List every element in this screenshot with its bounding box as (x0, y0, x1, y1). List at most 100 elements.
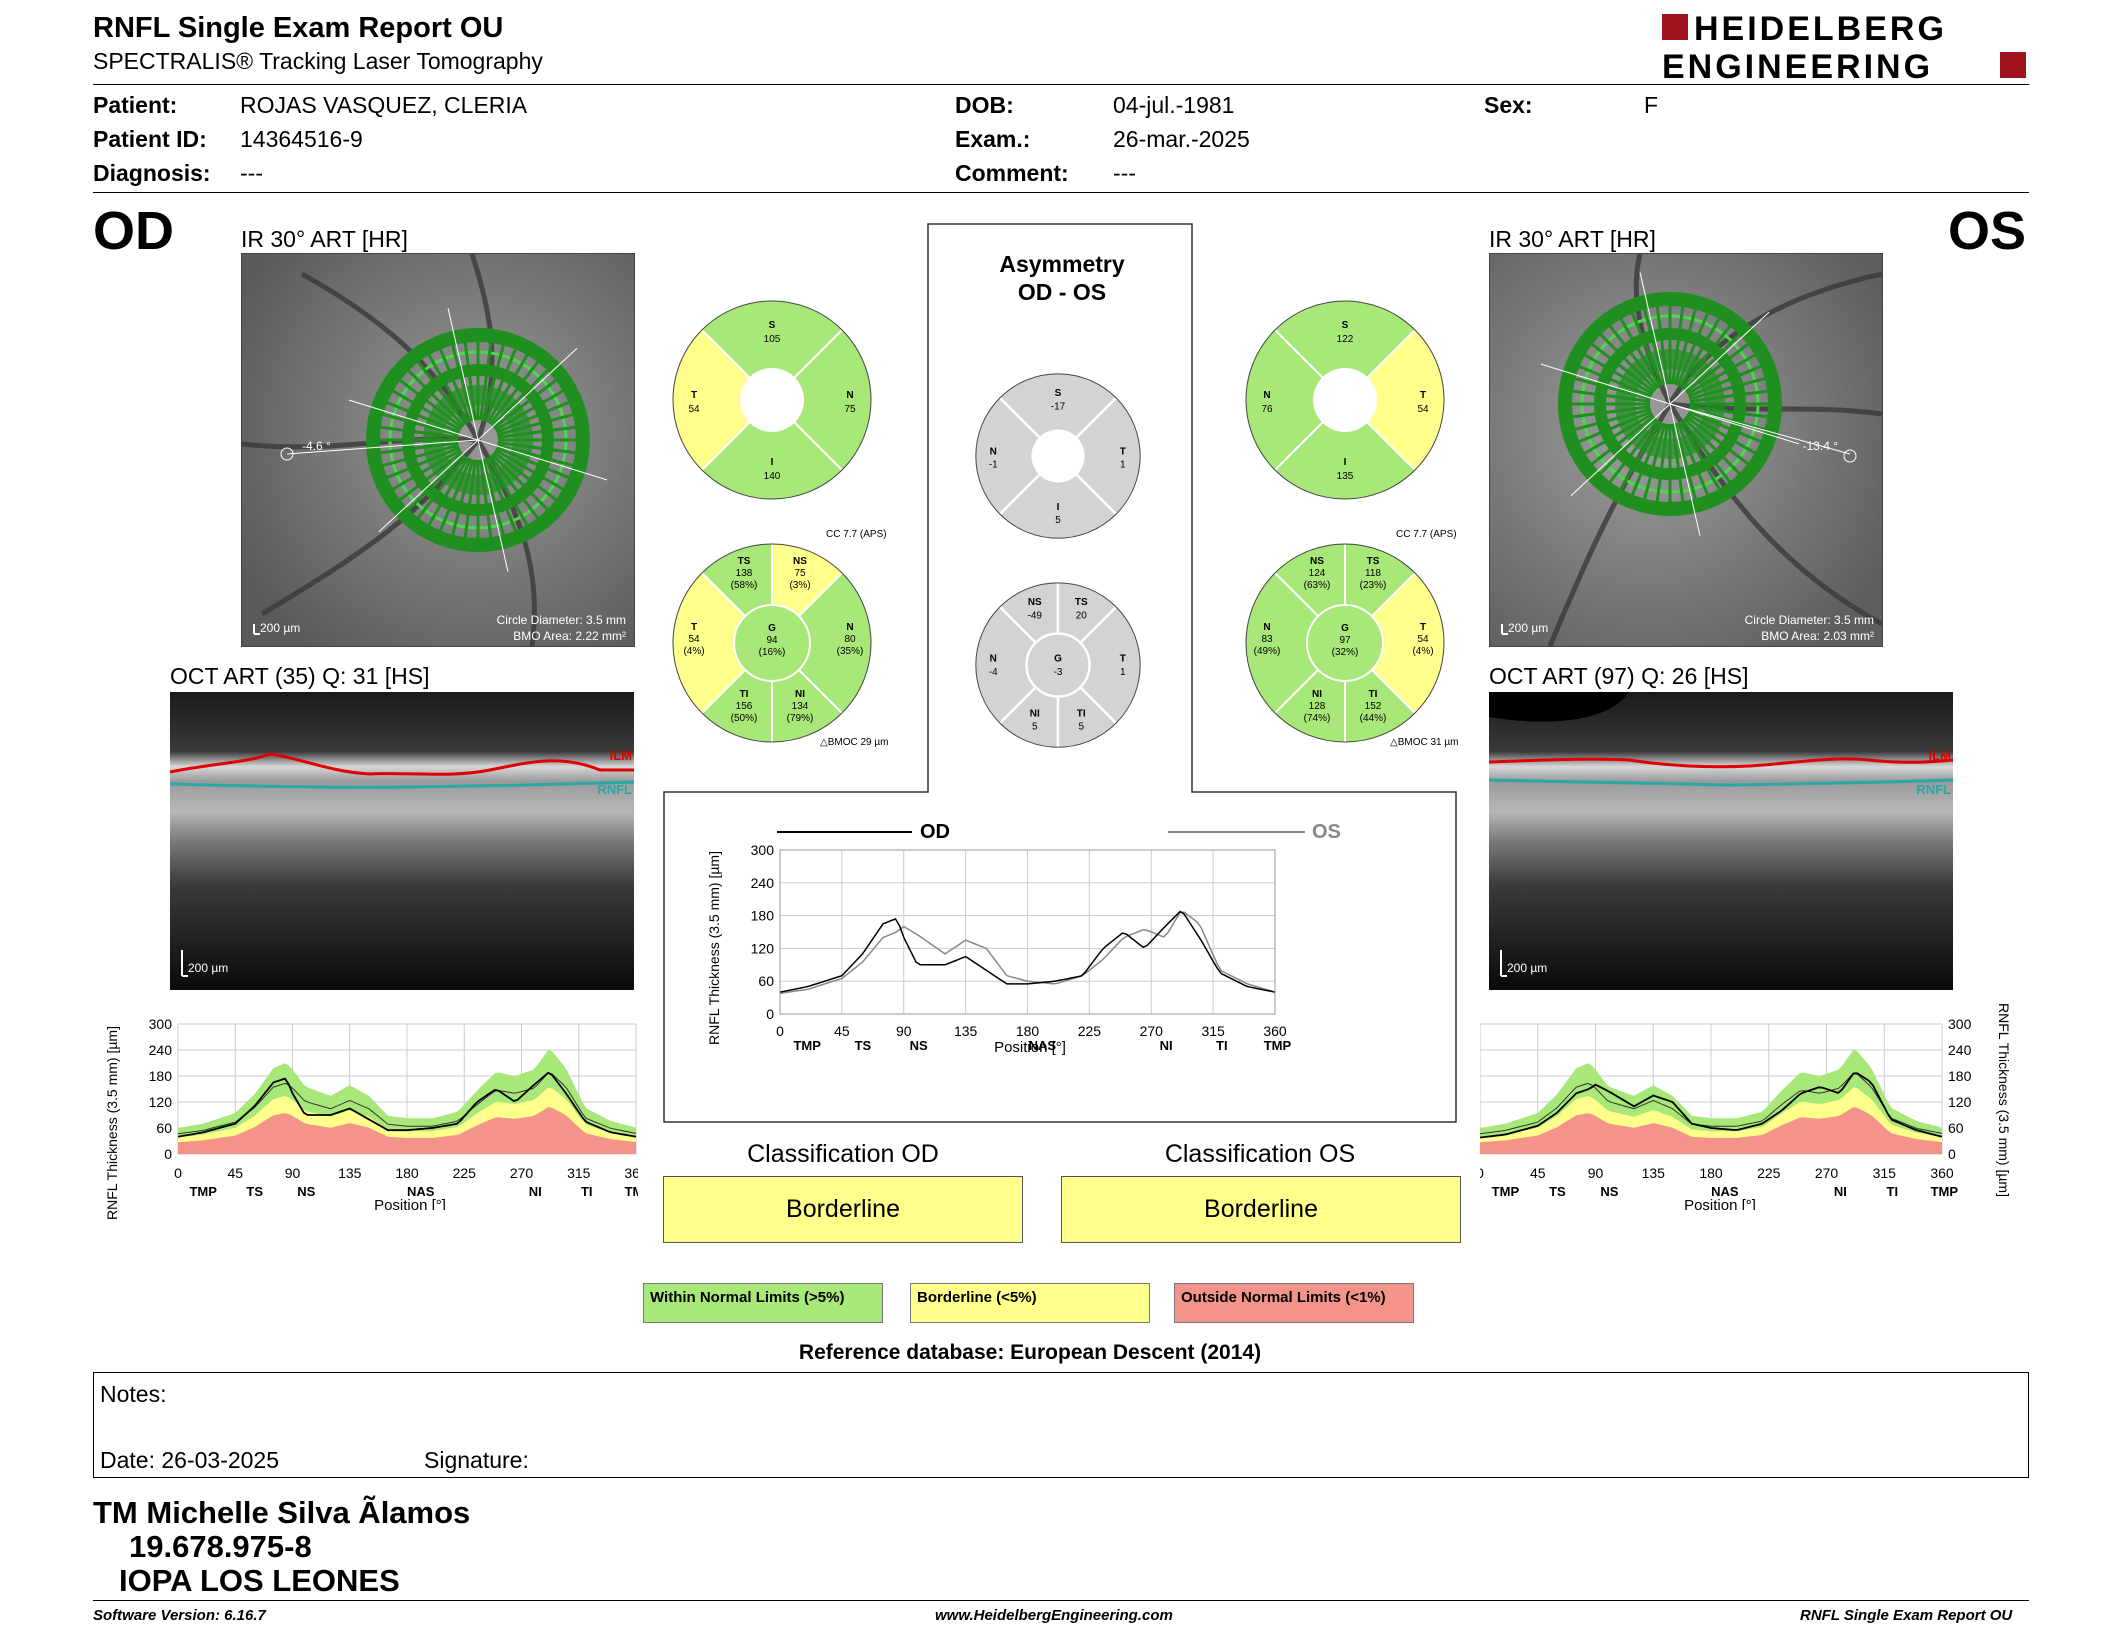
legend-normal: Within Normal Limits (>5%) (643, 1283, 883, 1323)
x-tick-label: 315 (567, 1165, 591, 1181)
x-tick-label: 225 (1078, 1023, 1102, 1039)
scan-spoke (380, 448, 462, 498)
center-xlabel: Position [°] (994, 1039, 1066, 1056)
os-angle: -13.4 ° (1803, 439, 1839, 453)
report-title: RNFL Single Exam Report OU (93, 12, 504, 44)
y-tick-label: 240 (751, 875, 775, 891)
asymmetry-title: Asymmetry OD - OS (930, 250, 1194, 306)
svg-text:S: S (1342, 320, 1349, 331)
svg-text:NS: NS (1028, 597, 1042, 608)
classification-os-box: Borderline (1061, 1176, 1461, 1243)
scan-spoke (1589, 323, 1657, 391)
od-ir-title: IR 30° ART [HR] (241, 226, 408, 252)
svg-text:NS: NS (793, 556, 807, 567)
x-tick-label: 45 (834, 1023, 850, 1039)
scan-spoke (1688, 373, 1779, 401)
logo-line2: ENGINEERING (1662, 48, 1933, 82)
center-os-label: OS (1312, 821, 1341, 843)
scan-spoke (1558, 405, 1651, 421)
scan-spoke (1687, 410, 1775, 449)
sector-boundary-line (378, 439, 479, 533)
scan-spoke (1687, 359, 1775, 398)
scan-spoke (1589, 417, 1657, 485)
scan-spoke (496, 443, 587, 471)
scan-spoke (1600, 418, 1660, 494)
scan-spoke (366, 423, 459, 439)
scan-spoke (1680, 418, 1740, 494)
od-mean-line (177, 1072, 637, 1135)
os-sect-t: 54 (1417, 634, 1429, 645)
x-tick-label: 180 (1699, 1165, 1723, 1181)
y-tick-label: 180 (149, 1068, 173, 1084)
svg-text:N: N (846, 390, 853, 401)
scan-spoke (1689, 387, 1782, 403)
svg-text:TI: TI (1369, 689, 1378, 700)
os-quad-i: 135 (1337, 471, 1354, 482)
y-tick-label: 300 (751, 842, 775, 858)
scan-spoke (492, 450, 568, 510)
asym-sect-ni: 5 (1032, 722, 1038, 733)
od-fundus-image: -4.6 ° 200 µm Circle Diameter: 3.5 mm BM… (241, 253, 635, 647)
scan-spoke (461, 328, 477, 421)
patient-id-label: Patient ID: (93, 126, 207, 152)
scan-spoke (397, 359, 465, 427)
od-sect-n-pct: (35%) (837, 646, 864, 657)
scan-spoke (388, 450, 464, 510)
os-sect-ns: 124 (1309, 568, 1326, 579)
scan-spoke (495, 446, 583, 485)
patient-id: 14364516-9 (240, 126, 363, 152)
scan-spoke (1680, 314, 1740, 390)
sector-boundary-line (447, 308, 479, 441)
x-tick-label: 90 (285, 1165, 301, 1181)
asym-quadrant-chart: S -17 N -1 T 1 I 5 (975, 373, 1141, 539)
sector-label: TMP (793, 1038, 821, 1053)
od-rnfl-label: RNFL (597, 782, 632, 797)
exam-value: 26-mar.-2025 (1113, 126, 1250, 152)
heidelberg-logo: HEIDELBERG ENGINEERING (1662, 10, 2026, 82)
asym-sect-t: 1 (1120, 667, 1126, 678)
svg-text:I: I (1344, 457, 1347, 468)
sector-label: TMP (1492, 1184, 1520, 1199)
scan-spoke (1683, 417, 1751, 485)
scan-spoke (491, 453, 559, 521)
classification-od-box: Borderline (663, 1176, 1023, 1243)
od-thickness-line (177, 1071, 637, 1138)
os-sect-t-pct: (4%) (1412, 646, 1433, 657)
x-tick-label: 360 (1930, 1165, 1954, 1181)
sector-label: TI (581, 1184, 593, 1199)
svg-text:G: G (1341, 623, 1349, 634)
scan-spoke (373, 395, 461, 434)
svg-text:TS: TS (738, 556, 751, 567)
scan-spoke (366, 441, 459, 457)
scan-spoke (495, 395, 583, 434)
os-sect-g-pct: (32%) (1332, 647, 1359, 658)
os-rnfl-label: RNFL (1916, 782, 1951, 797)
scan-spoke (497, 423, 590, 439)
od-ylabel: RNFL Thickness (3.5 mm) [µm] (104, 1026, 120, 1220)
od-sect-ti-pct: (50%) (731, 713, 758, 724)
od-sect-n: 80 (844, 634, 856, 645)
scan-spoke (1676, 421, 1715, 509)
scan-spoke (496, 409, 587, 437)
os-ir-scale: 200 µm (1508, 621, 1548, 635)
center-ylabel: RNFL Thickness (3.5 mm) [µm] (706, 851, 722, 1045)
asym-quad-s: -17 (1051, 402, 1066, 413)
svg-text:NI: NI (795, 689, 805, 700)
scan-spoke (1673, 295, 1701, 386)
classification-od-label: Classification OD (747, 1140, 939, 1168)
sector-label: TMP (625, 1184, 638, 1199)
y-tick-label: 300 (1948, 1016, 1972, 1032)
svg-text:N: N (990, 654, 997, 665)
scan-spoke (491, 359, 559, 427)
scan-spoke (479, 459, 495, 552)
x-tick-label: 90 (1588, 1165, 1604, 1181)
footer-url[interactable]: www.HeidelbergEngineering.com (935, 1607, 1173, 1624)
scan-spoke (1625, 299, 1664, 387)
sector-boundary-line (477, 439, 509, 572)
scan-spoke (1686, 412, 1768, 462)
svg-text:I: I (771, 457, 774, 468)
notes-box[interactable]: Notes: Date: 26-03-2025 Signature: (93, 1372, 2029, 1478)
scan-spoke (1558, 387, 1651, 403)
svg-text:TI: TI (1077, 708, 1086, 719)
os-sect-ns-pct: (63%) (1304, 580, 1331, 591)
